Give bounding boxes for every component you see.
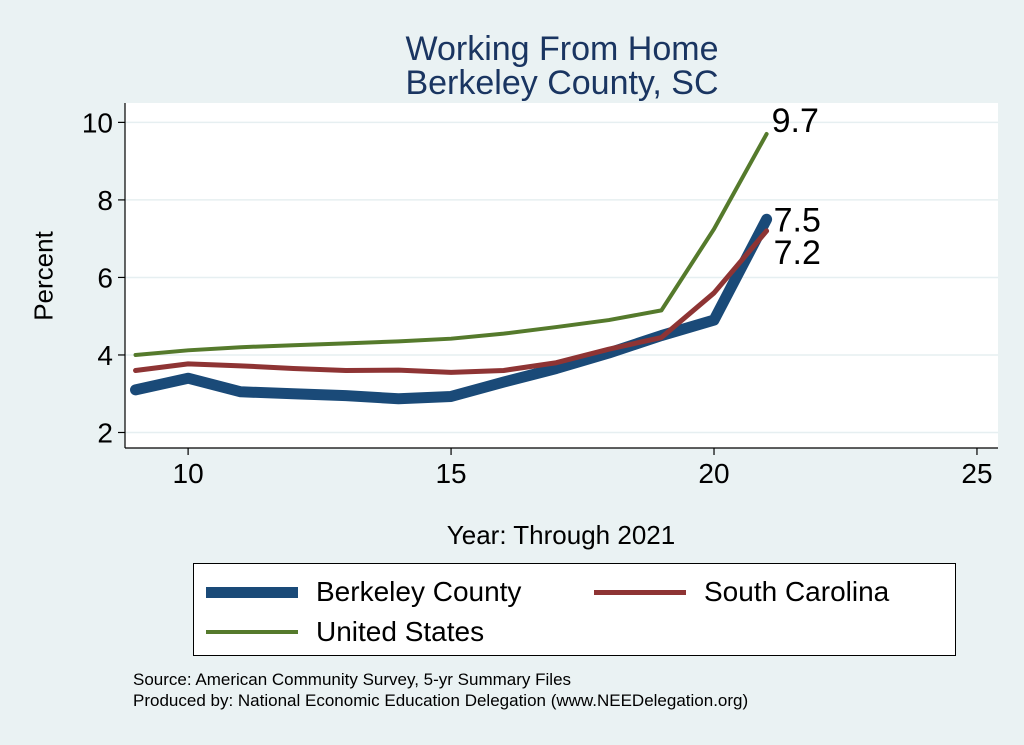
series-lines: [130, 132, 773, 405]
legend-swatch-united-states: [206, 630, 298, 634]
x-tick-label: 15: [435, 458, 466, 489]
y-tick-label: 8: [97, 185, 113, 216]
legend-item-united-states: United States: [206, 616, 484, 648]
source-note: Source: American Community Survey, 5-yr …: [133, 669, 748, 711]
legend-label-berkeley-county: Berkeley County: [316, 576, 522, 607]
axes: 2 4 6 8 10 10 15 20 25: [82, 103, 998, 489]
y-axis-label: Percent: [28, 231, 59, 321]
legend-item-south-carolina: South Carolina: [594, 576, 889, 608]
end-labels: 7.57.2 9.7: [772, 102, 821, 272]
end-label-south-carolina: 7.2: [774, 234, 821, 272]
end-label-united-states: 9.7: [772, 102, 819, 140]
chart-title-line-1: Working From Home: [405, 30, 719, 68]
legend-label-south-carolina: South Carolina: [704, 576, 890, 607]
legend-item-berkeley-county: Berkeley County: [206, 576, 521, 608]
legend-swatch-south-carolina: [594, 589, 686, 595]
gridlines: [125, 121, 998, 434]
y-tick-label: 10: [82, 107, 113, 138]
x-tick-label: 10: [173, 458, 204, 489]
y-tick-label: 6: [97, 262, 113, 293]
chart-title-line-2: Berkeley County, SC: [405, 64, 719, 102]
end-label-berkeley-county: 7.5: [774, 201, 821, 239]
x-tick-label: 20: [698, 458, 729, 489]
series-line-south-carolina: [133, 228, 770, 375]
y-tick-label: 4: [97, 340, 113, 371]
x-tick-label: 25: [961, 458, 992, 489]
y-tick-label: 2: [97, 417, 113, 448]
producer-line: Produced by: National Economic Education…: [133, 691, 749, 710]
x-axis-label: Year: Through 2021: [446, 520, 676, 550]
series-line-united-states: [133, 132, 769, 357]
legend: Berkeley County South Carolina United St…: [193, 563, 956, 656]
legend-label-united-states: United States: [316, 616, 485, 647]
legend-swatch-berkeley-county: [206, 586, 298, 598]
source-line: Source: American Community Survey, 5-yr …: [133, 670, 572, 689]
